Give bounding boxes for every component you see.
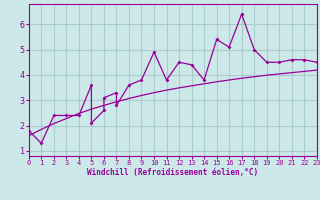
X-axis label: Windchill (Refroidissement éolien,°C): Windchill (Refroidissement éolien,°C)	[87, 168, 258, 177]
